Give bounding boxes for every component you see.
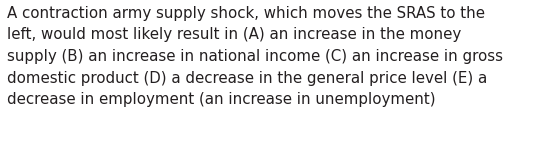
Text: A contraction army supply shock, which moves the SRAS to the
left, would most li: A contraction army supply shock, which m… bbox=[7, 6, 503, 107]
